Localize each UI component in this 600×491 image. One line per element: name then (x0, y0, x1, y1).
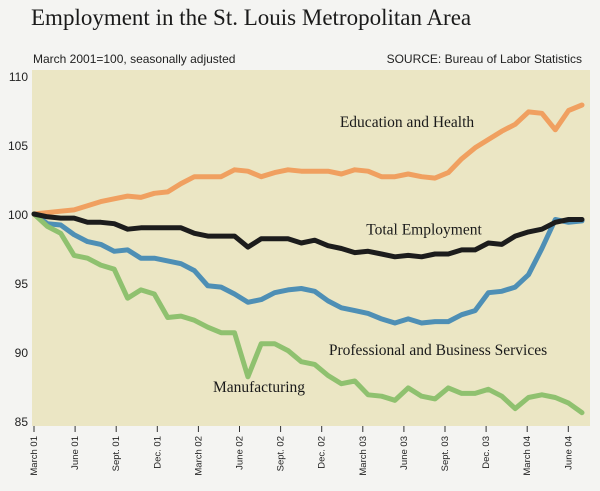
y-tick-label: 100 (8, 208, 28, 222)
x-tick-label: March 04 (522, 436, 533, 476)
y-tick-label: 105 (8, 139, 28, 153)
series-line (31, 211, 585, 416)
chart-source: SOURCE: Bureau of Labor Statistics (387, 52, 582, 66)
chart-subtitle: March 2001=100, seasonally adjusted (33, 52, 235, 66)
y-tick-label: 110 (9, 70, 28, 84)
plot-area (32, 70, 590, 426)
x-tick-label: Dec. 01 (152, 436, 163, 469)
x-tick-label: Sept. 01 (111, 436, 122, 471)
x-tick-label: Sept. 02 (276, 436, 287, 471)
x-tick-label: June 02 (235, 436, 246, 470)
series-line (31, 102, 585, 217)
series-line (31, 211, 585, 326)
chart-title: Employment in the St. Louis Metropolitan… (31, 5, 472, 30)
x-tick-label: Dec. 03 (481, 436, 492, 469)
x-tick-label: March 03 (358, 436, 369, 476)
x-tick-label: Sept. 03 (440, 436, 451, 471)
series-label: Total Employment (366, 222, 482, 239)
x-tick-label: June 01 (70, 436, 81, 470)
x-tick-label: March 02 (193, 436, 204, 476)
y-tick-label: 95 (15, 277, 29, 291)
y-tick-label: 85 (15, 415, 29, 429)
series-label: Education and Health (340, 114, 475, 131)
series-label: Manufacturing (213, 379, 305, 396)
series-line (31, 211, 585, 260)
x-tick-label: June 04 (563, 436, 574, 470)
x-tick-label: Dec. 02 (317, 436, 328, 469)
x-tick-label: March 01 (29, 436, 40, 476)
x-tick-label: June 03 (399, 436, 410, 470)
series-label: Professional and Business Services (329, 342, 547, 359)
y-tick-label: 90 (15, 346, 29, 360)
